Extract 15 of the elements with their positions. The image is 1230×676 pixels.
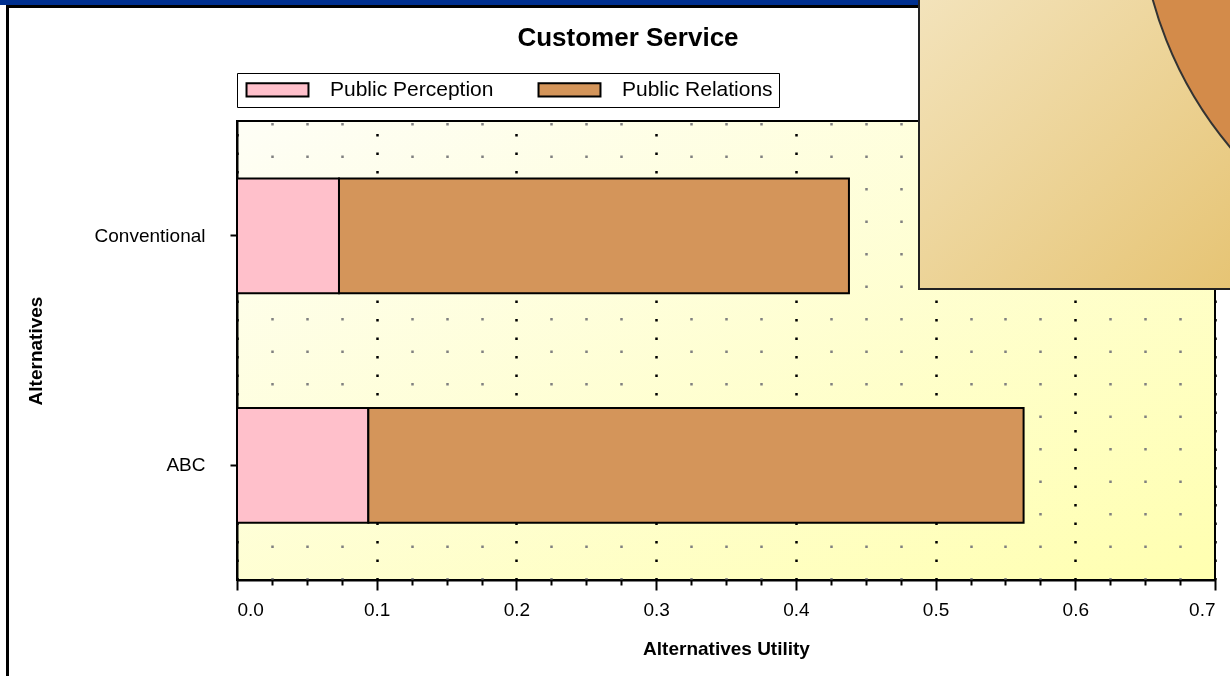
x-tick-label: 0.2 [503, 598, 531, 620]
legend-label: Public Perception [330, 76, 494, 100]
legend-label: Public Relations [622, 76, 773, 100]
x-tick-label: 0.4 [783, 598, 810, 620]
x-tick-label: 0.6 [1062, 598, 1089, 620]
x-tick-label: 0.7 [1189, 598, 1216, 620]
chart-title: Customer Service [517, 21, 739, 52]
y-tick-label: Conventional [94, 224, 206, 246]
x-axis-title: Alternatives Utility [643, 637, 811, 659]
x-tick-label: 0.3 [643, 598, 670, 620]
y-axis-title: Alternatives [24, 296, 46, 406]
x-tick-label: 0.0 [237, 598, 264, 620]
x-tick-label: 0.5 [922, 598, 950, 620]
y-tick-label: ABC [166, 454, 206, 476]
x-tick-label: 0.1 [364, 598, 391, 620]
